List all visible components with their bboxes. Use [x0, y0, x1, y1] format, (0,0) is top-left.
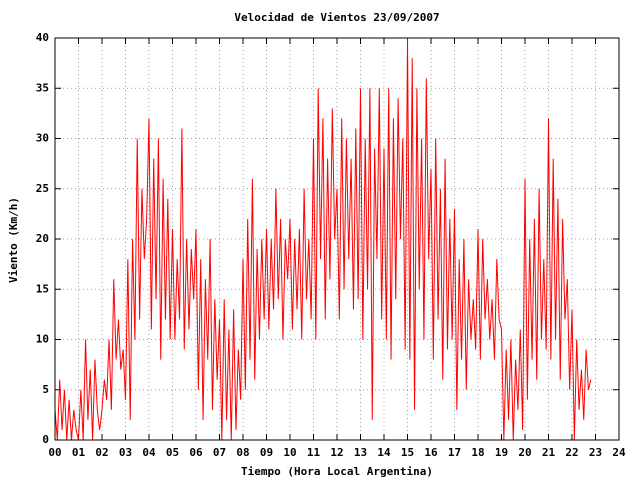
y-tick-label: 25	[36, 182, 49, 195]
x-tick-label: 14	[377, 446, 391, 459]
x-tick-label: 09	[260, 446, 273, 459]
x-tick-label: 16	[424, 446, 438, 459]
x-tick-label: 03	[119, 446, 132, 459]
plot-border	[54, 37, 620, 441]
x-tick-label: 13	[354, 446, 367, 459]
x-tick-label: 12	[330, 446, 343, 459]
y-tick-label: 30	[36, 132, 49, 145]
y-tick-label: 5	[42, 383, 49, 396]
x-tick-label: 01	[72, 446, 86, 459]
x-tick-label: 11	[307, 446, 321, 459]
y-axis-label: Viento (Km/h)	[7, 197, 20, 283]
x-tick-label: 07	[213, 446, 226, 459]
x-tick-label: 00	[48, 446, 61, 459]
wind-line	[54, 37, 592, 441]
x-tick-label: 02	[95, 446, 108, 459]
y-tick-label: 40	[36, 31, 49, 44]
y-tick-label: 20	[36, 232, 49, 245]
x-tick-label: 23	[589, 446, 602, 459]
x-tick-label: 17	[448, 446, 461, 459]
x-tick-label: 10	[283, 446, 296, 459]
y-tick-label: 0	[42, 433, 49, 446]
y-tick-label: 15	[36, 282, 49, 295]
chart-title: Velocidad de Vientos 23/09/2007	[234, 11, 439, 24]
x-tick-label: 20	[518, 446, 531, 459]
x-axis-label: Tiempo (Hora Local Argentina)	[241, 465, 433, 478]
x-tick-label: 04	[142, 446, 156, 459]
x-tick-label: 05	[166, 446, 179, 459]
x-tick-label: 22	[565, 446, 578, 459]
x-tick-label: 18	[471, 446, 484, 459]
y-tick-label: 10	[36, 333, 49, 346]
x-tick-label: 21	[542, 446, 556, 459]
x-tick-label: 06	[189, 446, 203, 459]
x-tick-label: 19	[495, 446, 508, 459]
y-tick-label: 35	[36, 81, 49, 94]
x-tick-label: 15	[401, 446, 414, 459]
x-tick-label: 08	[236, 446, 249, 459]
x-tick-label: 24	[612, 446, 626, 459]
